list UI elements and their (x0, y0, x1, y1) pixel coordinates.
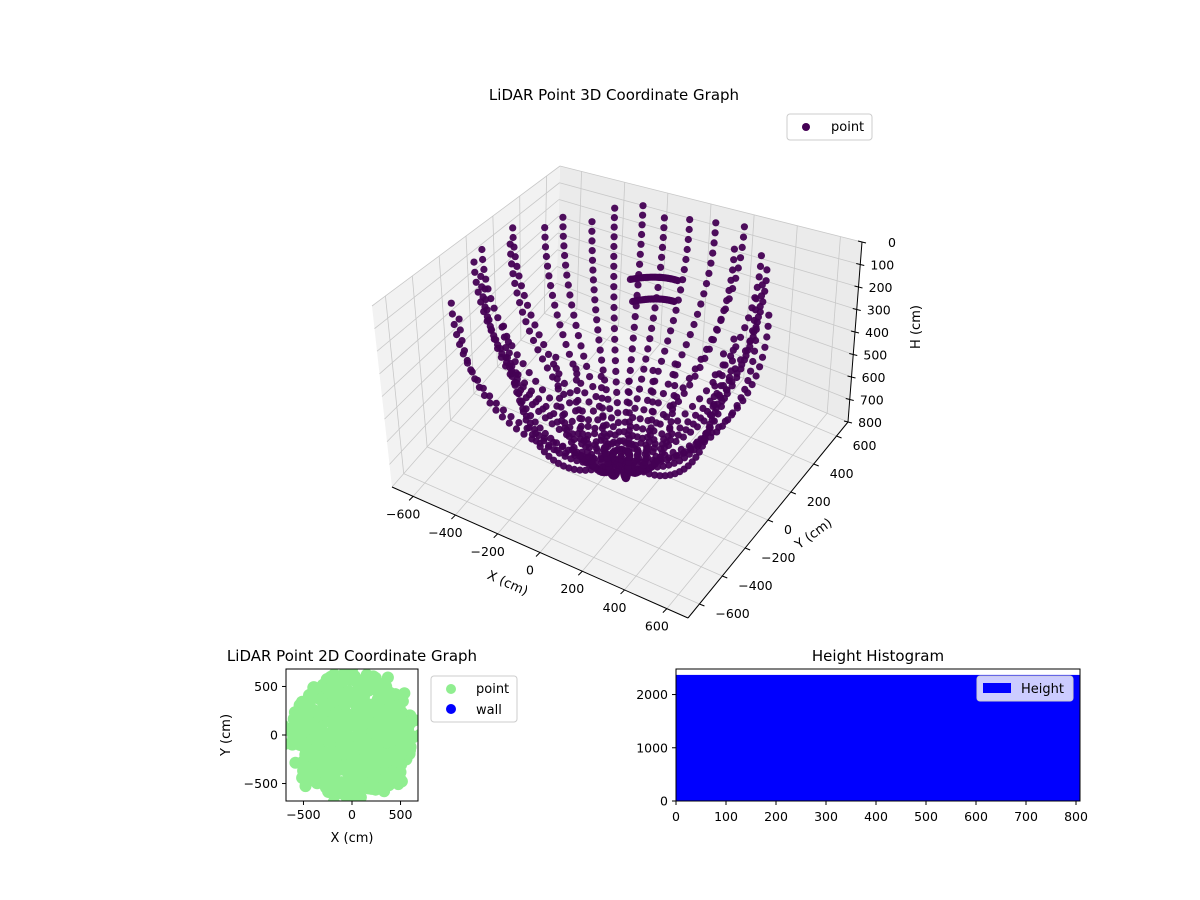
svg-text:600: 600 (853, 438, 877, 453)
svg-text:−400: −400 (738, 578, 772, 593)
svg-text:−500: −500 (286, 807, 320, 822)
histogram-title: Height Histogram (812, 647, 944, 665)
svg-text:600: 600 (645, 619, 669, 634)
svg-text:−500: −500 (244, 776, 278, 791)
svg-text:0: 0 (348, 807, 356, 822)
plot-3d: LiDAR Point 3D Coordinate Graph −600 −400… (371, 86, 924, 634)
svg-text:0: 0 (270, 728, 278, 743)
svg-text:1000: 1000 (636, 740, 668, 755)
svg-text:500: 500 (254, 679, 278, 694)
svg-text:400: 400 (865, 325, 889, 340)
plot-2d-x-label: X (cm) (331, 831, 374, 846)
y-axis-label: Y (cm) (792, 516, 836, 553)
svg-text:700: 700 (1014, 809, 1038, 824)
histogram-frame (675, 668, 1081, 802)
svg-text:100: 100 (714, 809, 738, 824)
legend-point-label: point (831, 120, 864, 135)
x-tick-labels: −600 −400 −200 0 200 400 600 (386, 506, 669, 633)
histogram-ticks: 0 100 200 300 400 500 600 700 800 0 1000 2000 (636, 687, 1088, 824)
histogram-legend: Height (976, 675, 1074, 702)
legend-point-marker-icon (446, 684, 456, 694)
legend-wall-marker-icon (446, 704, 456, 714)
svg-text:−400: −400 (428, 525, 462, 540)
svg-text:700: 700 (860, 393, 884, 408)
plot-2d-title: LiDAR Point 2D Coordinate Graph (227, 647, 477, 665)
plot-2d: LiDAR Point 2D Coordinate Graph −500 0 500… (219, 647, 518, 846)
svg-text:200: 200 (869, 280, 893, 295)
svg-text:300: 300 (867, 303, 891, 318)
svg-text:0: 0 (526, 563, 534, 578)
svg-text:500: 500 (389, 807, 413, 822)
svg-text:0: 0 (784, 522, 792, 537)
svg-text:500: 500 (863, 348, 887, 363)
plot-2d-ticks: −500 0 500 −500 0 500 (244, 679, 413, 822)
legend-wall-label: wall (476, 703, 502, 718)
plot-3d-points (447, 202, 773, 483)
legend-height-swatch-icon (983, 683, 1011, 693)
histogram: Height Histogram 0 100 200 300 400 500 600 700 8… (636, 647, 1088, 824)
legend-point-label: point (476, 682, 509, 697)
svg-text:0: 0 (672, 809, 680, 824)
svg-text:−600: −600 (386, 506, 420, 521)
plot-2d-points (286, 669, 418, 801)
svg-text:800: 800 (858, 415, 882, 430)
x-axis-label: X (cm) (485, 568, 530, 599)
plot-2d-y-label: Y (cm) (219, 714, 234, 757)
svg-text:300: 300 (814, 809, 838, 824)
svg-text:200: 200 (807, 494, 831, 509)
svg-text:0: 0 (888, 235, 896, 250)
svg-text:400: 400 (603, 600, 627, 615)
z-axis-label: H (cm) (909, 305, 924, 349)
svg-text:400: 400 (864, 809, 888, 824)
svg-text:−600: −600 (715, 606, 749, 621)
y-tick-labels: −600 −400 −200 0 200 400 600 (715, 438, 876, 621)
plot-3d-axes (391, 240, 867, 619)
plot-3d-legend: point (786, 113, 873, 141)
legend-point-marker-icon (802, 123, 810, 131)
svg-text:200: 200 (764, 809, 788, 824)
svg-text:−200: −200 (471, 544, 505, 559)
svg-text:500: 500 (914, 809, 938, 824)
svg-text:800: 800 (1064, 809, 1088, 824)
svg-text:0: 0 (660, 794, 668, 809)
svg-text:200: 200 (560, 581, 584, 596)
plot-2d-legend: point wall (430, 675, 518, 723)
svg-text:400: 400 (830, 466, 854, 481)
plot-3d-title: LiDAR Point 3D Coordinate Graph (489, 86, 739, 104)
z-tick-labels: 0 100 200 300 400 500 600 700 800 (858, 235, 896, 430)
svg-text:600: 600 (862, 370, 886, 385)
svg-text:100: 100 (870, 258, 894, 273)
svg-text:−200: −200 (761, 550, 795, 565)
svg-text:2000: 2000 (636, 687, 668, 702)
svg-text:600: 600 (964, 809, 988, 824)
legend-height-label: Height (1021, 682, 1064, 697)
